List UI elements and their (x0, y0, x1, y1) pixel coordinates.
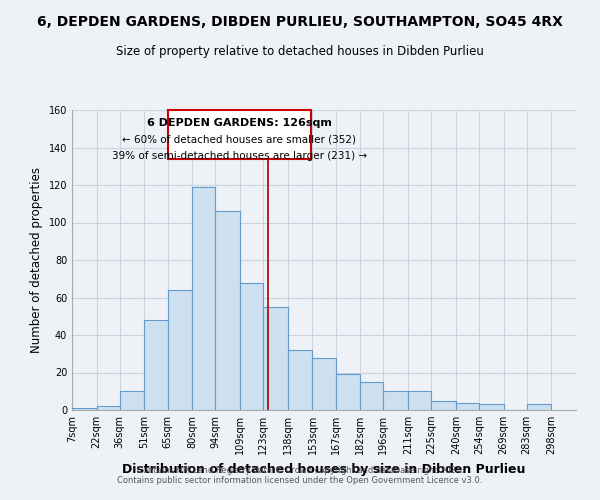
Text: Contains HM Land Registry data © Crown copyright and database right 2024.
Contai: Contains HM Land Registry data © Crown c… (118, 466, 482, 485)
Bar (456, 402, 479, 410)
Bar (167, 290, 192, 410)
Bar (313, 358, 335, 410)
Bar (120, 391, 145, 410)
Bar (383, 391, 408, 410)
Bar (145, 320, 167, 410)
Bar (97, 406, 120, 410)
Text: 6 DEPDEN GARDENS: 126sqm: 6 DEPDEN GARDENS: 126sqm (147, 118, 332, 128)
Bar (288, 350, 313, 410)
Bar (408, 391, 431, 410)
Bar (192, 187, 215, 410)
Text: 39% of semi-detached houses are larger (231) →: 39% of semi-detached houses are larger (… (112, 151, 367, 161)
Bar (240, 282, 263, 410)
Text: 6, DEPDEN GARDENS, DIBDEN PURLIEU, SOUTHAMPTON, SO45 4RX: 6, DEPDEN GARDENS, DIBDEN PURLIEU, SOUTH… (37, 15, 563, 29)
Bar (527, 404, 551, 410)
Bar (479, 404, 503, 410)
Text: ← 60% of detached houses are smaller (352): ← 60% of detached houses are smaller (35… (122, 134, 356, 144)
Bar (263, 307, 288, 410)
Bar (431, 400, 456, 410)
Text: Size of property relative to detached houses in Dibden Purlieu: Size of property relative to detached ho… (116, 45, 484, 58)
Bar (360, 382, 383, 410)
Bar (335, 374, 360, 410)
Bar (72, 408, 97, 410)
X-axis label: Distribution of detached houses by size in Dibden Purlieu: Distribution of detached houses by size … (122, 462, 526, 475)
FancyBboxPatch shape (167, 110, 311, 159)
Y-axis label: Number of detached properties: Number of detached properties (30, 167, 43, 353)
Bar (215, 211, 240, 410)
